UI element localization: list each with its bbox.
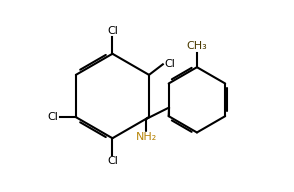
Text: Cl: Cl xyxy=(107,156,118,166)
Text: CH₃: CH₃ xyxy=(187,41,207,51)
Text: NH₂: NH₂ xyxy=(136,132,157,142)
Text: Cl: Cl xyxy=(48,112,59,122)
Text: Cl: Cl xyxy=(165,59,176,69)
Text: Cl: Cl xyxy=(107,26,118,36)
